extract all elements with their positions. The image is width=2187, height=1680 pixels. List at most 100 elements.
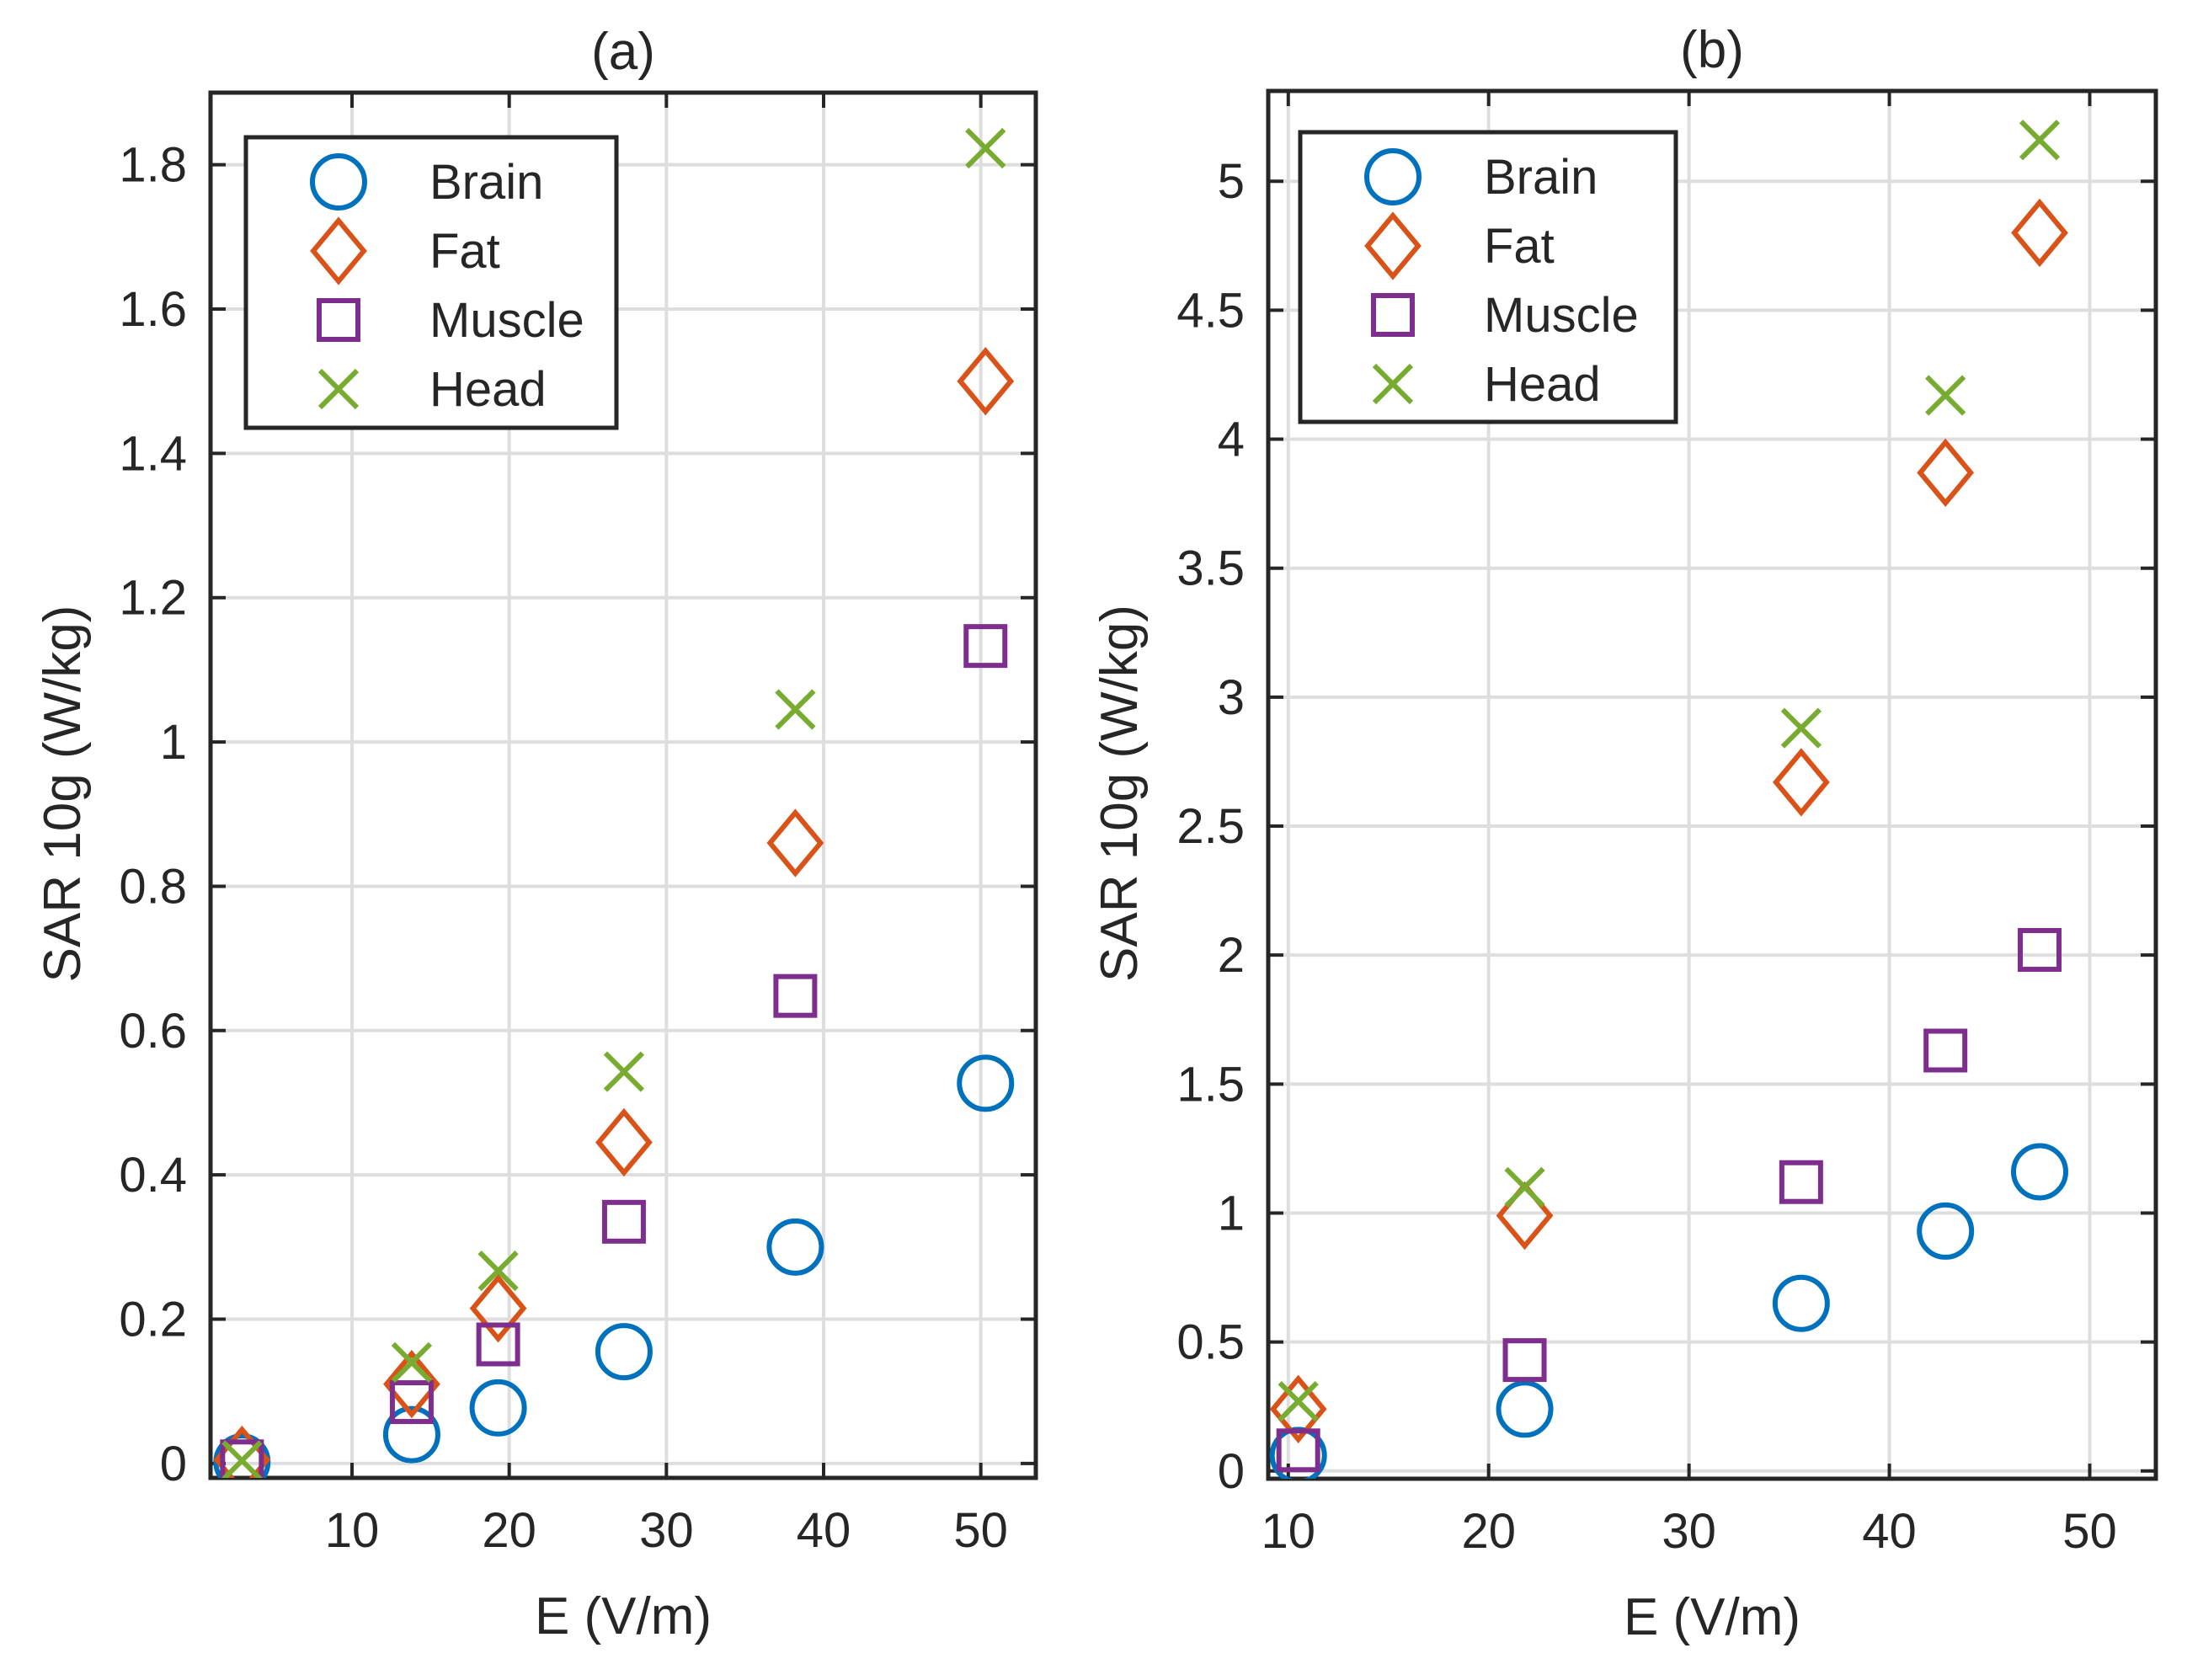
head-point bbox=[603, 1051, 645, 1092]
y-tick-label: 1.8 bbox=[119, 138, 187, 193]
y-tick-label: 0.8 bbox=[119, 859, 187, 914]
x-tick-label: 50 bbox=[2062, 1504, 2117, 1559]
axes-box bbox=[1266, 88, 2158, 1481]
fat-point bbox=[1772, 748, 1830, 817]
muscle-point bbox=[1502, 1338, 1547, 1383]
legend-box bbox=[243, 135, 619, 430]
muscle-point bbox=[773, 973, 818, 1018]
legend-marker-muscle bbox=[317, 298, 360, 342]
panel-a: 10 20 30 40 50 0 0.2 0.4 0.6 0.8 1 1.2 1.4 1.6 1.8 (a) E… bbox=[34, 23, 1038, 1645]
legend-marker-muscle bbox=[1371, 293, 1415, 337]
brain-point bbox=[595, 1323, 653, 1381]
y-tick-label: 1.6 bbox=[119, 282, 187, 337]
legend-marker-fat bbox=[1364, 211, 1422, 280]
head-point bbox=[1780, 707, 1822, 749]
brain-point bbox=[1917, 1202, 1975, 1260]
muscle-point bbox=[1779, 1160, 1823, 1204]
y-tick-label: 3 bbox=[1218, 670, 1245, 725]
legend-marker-brain bbox=[310, 153, 367, 211]
grid bbox=[1268, 91, 2156, 1479]
y-axis-label: SAR 10g (W/kg) bbox=[34, 605, 92, 983]
legend-label-muscle: Muscle bbox=[1484, 288, 1639, 343]
series-head bbox=[221, 127, 1006, 1478]
y-tick-label: 2.5 bbox=[1176, 799, 1245, 854]
brain-point bbox=[382, 1405, 440, 1464]
brain-point bbox=[1772, 1274, 1830, 1332]
legend-marker-fat bbox=[310, 216, 367, 285]
legend-label-muscle: Muscle bbox=[429, 293, 584, 348]
x-tick-label: 20 bbox=[1461, 1504, 1516, 1559]
y-tick-label: 1 bbox=[160, 715, 187, 770]
grid bbox=[211, 93, 1036, 1478]
legend-label-brain: Brain bbox=[1484, 150, 1598, 205]
muscle-point bbox=[2018, 928, 2062, 973]
head-point bbox=[2019, 120, 2061, 161]
x-tick-label: 10 bbox=[325, 1503, 380, 1558]
fat-point bbox=[469, 1273, 527, 1343]
y-tick-label: 1.5 bbox=[1176, 1057, 1245, 1112]
head-point bbox=[477, 1250, 519, 1292]
x-tick-label: 30 bbox=[639, 1503, 694, 1558]
series-head bbox=[1278, 120, 2061, 1422]
x-tick-label: 50 bbox=[953, 1503, 1008, 1558]
x-tick-label: 40 bbox=[1862, 1504, 1917, 1559]
panel-b: 10 20 30 40 50 0 0.5 1 1.5 2 2.5 3 3.5 4 4.5 5 (b) E (V/m… bbox=[1091, 21, 2158, 1646]
legend-marker-head bbox=[317, 368, 360, 410]
series-muscle bbox=[1276, 928, 2062, 1473]
muscle-point bbox=[389, 1380, 434, 1425]
x-axis-label: E (V/m) bbox=[1624, 1588, 1800, 1646]
y-tick-label: 1 bbox=[1218, 1186, 1245, 1240]
muscle-point bbox=[1923, 1028, 1968, 1073]
head-point bbox=[965, 127, 1006, 169]
panel-title: (a) bbox=[591, 23, 655, 81]
legend-label-head: Head bbox=[429, 362, 547, 417]
x-tick-label: 10 bbox=[1262, 1504, 1316, 1559]
y-tick-label: 0.6 bbox=[119, 1004, 187, 1059]
head-point bbox=[221, 1440, 263, 1478]
legend-marker-head bbox=[1372, 363, 1414, 405]
y-tick-label: 0 bbox=[1218, 1444, 1245, 1499]
y-tick-label: 0.2 bbox=[119, 1293, 187, 1347]
panel-title: (b) bbox=[1680, 21, 1744, 79]
y-tick-label: 4 bbox=[1218, 413, 1245, 467]
y-tick-label: 1.4 bbox=[119, 426, 187, 481]
y-tick-label: 1.2 bbox=[119, 571, 187, 626]
brain-point bbox=[766, 1218, 824, 1276]
y-tick-label: 5 bbox=[1218, 154, 1245, 209]
legend-box bbox=[1298, 130, 1678, 424]
series-brain bbox=[1269, 1143, 2069, 1479]
fat-point bbox=[1917, 438, 1975, 508]
brain-point bbox=[2011, 1143, 2069, 1201]
fat-point bbox=[595, 1107, 653, 1177]
legend-label-head: Head bbox=[1484, 357, 1601, 412]
fat-point bbox=[2011, 198, 2068, 268]
x-tick-label: 40 bbox=[797, 1503, 851, 1558]
y-tick-label: 0.4 bbox=[119, 1148, 187, 1203]
legend-label-brain: Brain bbox=[429, 155, 543, 210]
y-tick-label: 2 bbox=[1218, 928, 1245, 983]
muscle-point bbox=[1276, 1428, 1320, 1473]
legend-marker-brain bbox=[1364, 148, 1422, 205]
fat-point bbox=[766, 808, 824, 877]
muscle-point bbox=[220, 1439, 264, 1478]
head-point bbox=[1278, 1380, 1319, 1422]
x-tick-label: 20 bbox=[482, 1503, 536, 1558]
head-point bbox=[391, 1341, 433, 1384]
x-axis-label: E (V/m) bbox=[535, 1587, 712, 1645]
data-points bbox=[1269, 120, 2069, 1479]
head-point bbox=[1925, 375, 1966, 416]
legend-label-fat: Fat bbox=[1484, 219, 1555, 274]
head-point bbox=[775, 689, 816, 730]
y-tick-label: 4.5 bbox=[1176, 283, 1245, 338]
y-tick-label: 0 bbox=[160, 1437, 187, 1491]
head-point bbox=[1504, 1166, 1545, 1208]
muscle-point bbox=[601, 1199, 646, 1244]
y-tick-label: 0.5 bbox=[1176, 1315, 1245, 1370]
fat-point bbox=[957, 347, 1015, 416]
axes-box bbox=[208, 90, 1038, 1480]
brain-point bbox=[1496, 1380, 1554, 1438]
brain-point bbox=[957, 1054, 1015, 1112]
series-muscle bbox=[220, 624, 1008, 1478]
